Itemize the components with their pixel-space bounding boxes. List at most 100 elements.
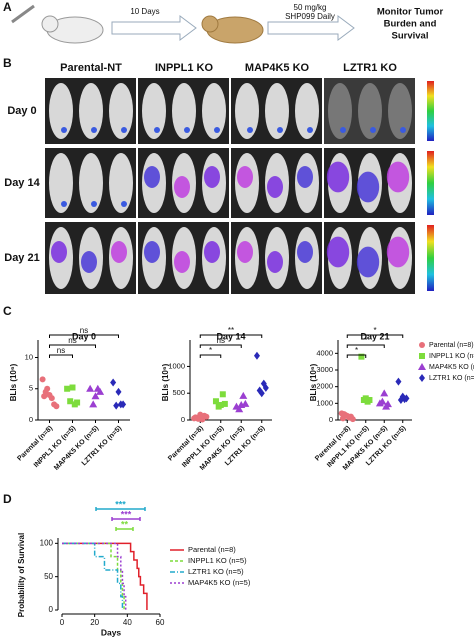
y-tick-label: 50 [44, 572, 53, 581]
column-label: LZTR1 KO [343, 62, 397, 74]
mouse [388, 83, 412, 139]
column-label: MAP4K5 KO [245, 62, 310, 74]
signal [307, 127, 313, 133]
legend-label: Parental (n=8) [188, 545, 236, 554]
comparison-label: * [209, 346, 212, 355]
mouse [109, 83, 133, 139]
signal [51, 241, 67, 263]
signal [237, 166, 253, 188]
legend-label: INPPL1 KO (n=5) [188, 556, 247, 565]
point [221, 400, 228, 407]
point [364, 398, 371, 405]
point [399, 392, 406, 401]
point [237, 401, 246, 408]
y-tick-label: 500 [172, 388, 185, 397]
legend-label: INPPL1 KO (n=5) [429, 353, 474, 360]
point [253, 351, 260, 360]
mouse [295, 83, 319, 139]
y-tick-label: 10 [25, 352, 33, 361]
legend-label: MAP4K5 KO (n=5) [188, 578, 251, 587]
signal [386, 236, 410, 268]
signal [356, 171, 380, 203]
y-tick-label: 3000 [316, 365, 333, 374]
mouse [79, 83, 103, 139]
point [64, 385, 71, 392]
signal [277, 127, 283, 133]
x-tick-label: 40 [123, 618, 132, 627]
point [117, 400, 124, 409]
mouse [79, 153, 103, 213]
row-label: Day 0 [7, 105, 36, 117]
x-tick-label: LZTR1 KO (n=5) [224, 425, 266, 467]
treatment-line: SHP099 Daily [285, 12, 335, 21]
signal [91, 127, 97, 133]
point [193, 414, 200, 421]
significance-bar [115, 527, 134, 531]
comparison-label: * [355, 346, 358, 355]
point [418, 363, 426, 370]
color-scale [427, 151, 434, 215]
comparison-bracket [199, 334, 263, 338]
comparison-label: ns [57, 346, 65, 355]
panel-letter: C [3, 304, 12, 318]
y-axis-label: BLIs (10⁶) [161, 363, 170, 401]
comparison-bracket [346, 344, 385, 348]
point [349, 416, 356, 423]
signal [91, 201, 97, 207]
signal [370, 127, 376, 133]
signal [340, 127, 346, 133]
point [419, 374, 425, 382]
survival-curve [62, 542, 124, 610]
comparison-bracket [49, 344, 96, 348]
x-tick-label: 60 [156, 618, 165, 627]
point [239, 391, 248, 399]
chart-title: Day 14 [216, 331, 245, 341]
survival-curve [62, 542, 125, 610]
signal [111, 241, 127, 263]
panel-letter: A [3, 0, 12, 14]
comparison-label: * [373, 326, 376, 335]
column-label: Parental-NT [60, 62, 122, 74]
panel-letter: D [3, 492, 12, 506]
point [115, 387, 122, 396]
mouse [109, 153, 133, 213]
comparison-bracket [346, 354, 367, 358]
x-tick-label: 20 [90, 618, 99, 627]
survival-curve [62, 542, 127, 610]
point [358, 353, 365, 360]
signal [204, 241, 220, 263]
legend-label: LZTR1 KO (n=5) [429, 375, 474, 382]
treatment-line: 50 mg/kg [294, 3, 327, 12]
mouse [235, 83, 259, 139]
comparison-label: ns [68, 336, 76, 345]
significance-bar [111, 517, 141, 521]
point [69, 384, 76, 391]
comparison-label: ns [217, 336, 225, 345]
legend-label: MAP4K5 KO (n=5) [429, 364, 474, 371]
comparison-bracket [49, 334, 119, 338]
point [203, 413, 210, 420]
y-tick-label: 0 [49, 605, 54, 614]
y-axis-label: BLIs (10⁶) [9, 363, 18, 401]
y-tick-label: 0 [29, 415, 33, 424]
x-axis-label: Days [101, 627, 122, 637]
y-tick-label: 0 [329, 415, 333, 424]
point [419, 353, 425, 359]
outcome-line: Burden and [384, 19, 437, 30]
point [382, 402, 391, 410]
signal [61, 201, 67, 207]
signal [184, 127, 190, 133]
comparison-bracket [199, 344, 242, 348]
signal [174, 176, 190, 198]
x-tick-label: 0 [60, 618, 65, 627]
signal [144, 241, 160, 263]
chart-title: Day 0 [72, 331, 96, 341]
point [71, 401, 78, 408]
signal [326, 236, 350, 268]
point [212, 398, 219, 405]
outcome-line: Survival [392, 31, 429, 42]
y-tick-label: 4000 [316, 348, 333, 357]
point [67, 398, 74, 405]
comparison-bracket [199, 354, 222, 358]
point [362, 395, 369, 402]
